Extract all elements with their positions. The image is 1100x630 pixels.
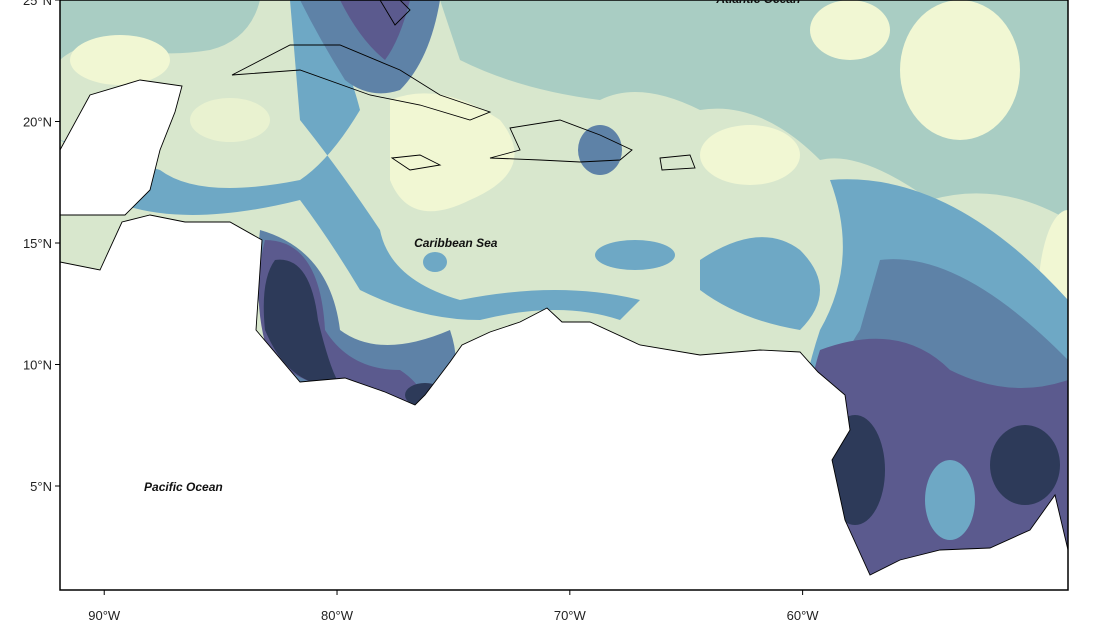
- land: [60, 214, 1068, 590]
- ocean-label: Pacific Ocean: [144, 480, 223, 494]
- lon-tick-label: 90°W: [88, 608, 121, 623]
- yucatan: [60, 79, 183, 216]
- lon-tick-label: 60°W: [787, 608, 820, 623]
- ocean-label: Atlantic Ocean: [715, 0, 800, 6]
- ocean-label: Caribbean Sea: [414, 236, 498, 250]
- lat-tick-label: 15°N: [23, 236, 52, 251]
- hispaniola: [489, 119, 633, 163]
- jamaica: [390, 154, 442, 171]
- lon-tick-label: 80°W: [321, 608, 354, 623]
- lat-tick-label: 5°N: [30, 479, 52, 494]
- cuba: [231, 44, 492, 121]
- lat-tick-label: 10°N: [23, 357, 52, 372]
- lat-tick-label: 20°N: [23, 114, 52, 129]
- field: [60, 0, 1068, 590]
- lon-tick-label: 70°W: [554, 608, 587, 623]
- frame: [59, 0, 1069, 591]
- puerto-rico: [659, 154, 696, 171]
- florida: [379, 0, 411, 26]
- lat-tick-label: 25°N: [23, 0, 52, 8]
